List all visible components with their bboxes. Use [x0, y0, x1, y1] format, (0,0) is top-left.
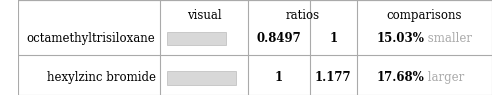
- Text: 15.03%: 15.03%: [376, 32, 425, 45]
- Text: octamethyltrisiloxane: octamethyltrisiloxane: [27, 32, 155, 45]
- FancyBboxPatch shape: [167, 71, 236, 85]
- Text: larger: larger: [425, 71, 465, 84]
- Text: 1: 1: [329, 32, 338, 45]
- Text: comparisons: comparisons: [387, 9, 462, 22]
- Text: hexylzinc bromide: hexylzinc bromide: [47, 71, 155, 84]
- Text: visual: visual: [187, 9, 221, 22]
- FancyBboxPatch shape: [167, 32, 226, 45]
- Text: 0.8497: 0.8497: [256, 32, 301, 45]
- Text: 17.68%: 17.68%: [377, 71, 425, 84]
- Text: smaller: smaller: [425, 32, 472, 45]
- Text: 1.177: 1.177: [315, 71, 352, 84]
- Text: 1: 1: [275, 71, 283, 84]
- Text: ratios: ratios: [285, 9, 319, 22]
